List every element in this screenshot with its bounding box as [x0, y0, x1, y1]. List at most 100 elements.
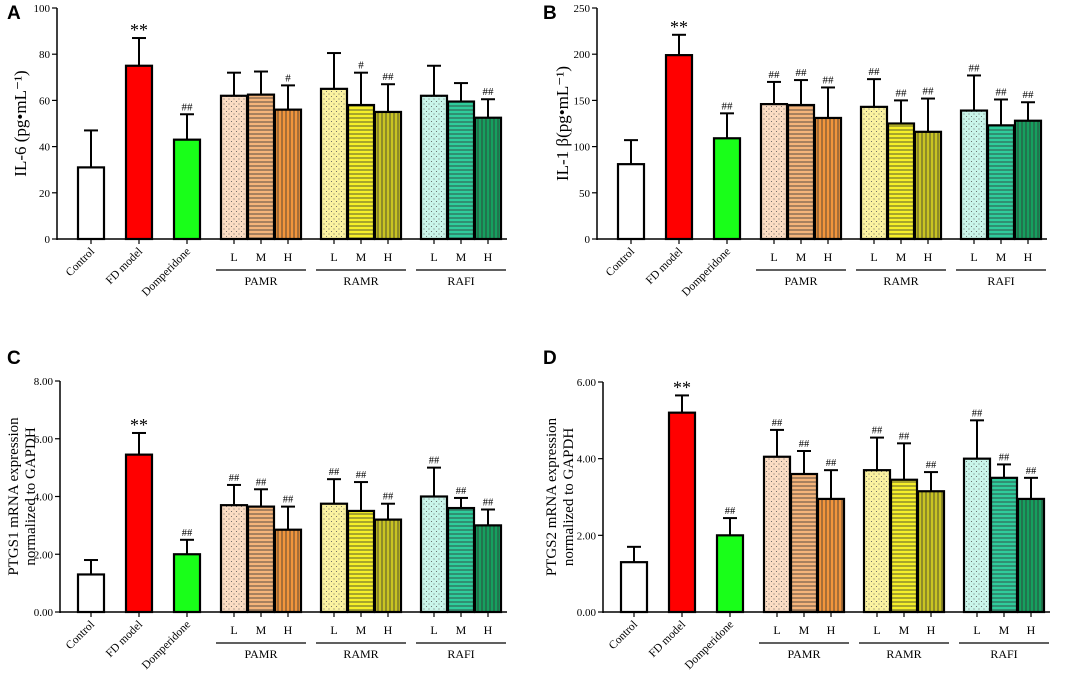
- y-axis-label: PTGS2 mRNA expression: [544, 417, 560, 576]
- category-label: FD model: [647, 619, 688, 660]
- category-label: Control: [607, 619, 640, 652]
- dose-label: L: [970, 250, 977, 264]
- panel-b: B 0 50 100 150 200 250 IL-1 β(pg•mL⁻¹) ** ## ## ## #…: [543, 3, 1047, 299]
- bar: [989, 476, 1019, 614]
- y-axis-label: IL-6 (pg•mL⁻¹): [11, 70, 30, 176]
- bar: [172, 138, 202, 241]
- significance-marker: ##: [996, 86, 1008, 98]
- significance-marker: ##: [823, 74, 835, 86]
- bar: [619, 561, 649, 614]
- y-tick-label: 80: [39, 49, 51, 61]
- significance-marker: ##: [483, 497, 494, 508]
- bar: [962, 457, 992, 614]
- dose-label: H: [484, 623, 493, 637]
- significance-marker: ##: [772, 418, 783, 429]
- bar: [712, 137, 742, 241]
- dose-label: M: [999, 623, 1010, 637]
- significance-marker: #: [358, 60, 364, 72]
- group-label: RAFI: [447, 274, 474, 288]
- significance-marker: ##: [899, 431, 910, 442]
- category-label: Control: [64, 619, 97, 652]
- group-label: RAFI: [447, 647, 474, 661]
- dose-label: M: [799, 623, 810, 637]
- y-tick-label: 2.00: [34, 549, 54, 561]
- dose-label: H: [284, 623, 293, 637]
- bar: [762, 455, 792, 614]
- y-tick-label: 200: [574, 49, 591, 61]
- significance-marker: ##: [1023, 89, 1035, 101]
- category-label: Control: [64, 246, 97, 279]
- bar: [246, 93, 276, 241]
- significance-marker: ##: [799, 439, 810, 450]
- bar: [76, 166, 106, 241]
- dose-label: L: [973, 623, 980, 637]
- bar: [373, 110, 403, 241]
- bar: [816, 497, 846, 614]
- category-label: Domperidone: [140, 619, 193, 672]
- significance-marker: **: [130, 20, 148, 40]
- significance-marker: ##: [383, 492, 394, 503]
- bar: [373, 518, 403, 614]
- significance-marker: ##: [722, 100, 734, 112]
- y-tick-label: 60: [39, 95, 51, 107]
- dose-label: H: [824, 250, 833, 264]
- bar: [446, 506, 476, 614]
- bar: [616, 163, 646, 241]
- dose-label: L: [430, 250, 437, 264]
- significance-marker: ##: [969, 62, 981, 74]
- bar: [419, 495, 449, 614]
- y-axis-label: PTGS1 mRNA expression: [6, 417, 22, 576]
- bar: [172, 553, 202, 614]
- bar: [76, 573, 106, 614]
- bar: [246, 505, 276, 614]
- dose-label: M: [996, 250, 1007, 264]
- significance-marker: ##: [923, 86, 935, 98]
- y-tick-label: 100: [574, 142, 591, 154]
- bar: [813, 116, 843, 241]
- significance-marker: ##: [826, 458, 837, 469]
- dose-label: H: [1024, 250, 1033, 264]
- bar: [913, 130, 943, 241]
- y-tick-label: 2.00: [577, 530, 597, 542]
- dose-label: M: [356, 623, 367, 637]
- dose-label: M: [899, 623, 910, 637]
- dose-label: M: [256, 250, 267, 264]
- category-label: Domperidone: [680, 246, 733, 299]
- bar: [862, 469, 892, 614]
- panel-letter: C: [7, 348, 21, 369]
- significance-marker: ##: [182, 101, 194, 113]
- bar: [446, 100, 476, 241]
- dose-label: H: [384, 623, 393, 637]
- dose-label: H: [1027, 623, 1036, 637]
- category-label: FD model: [644, 246, 685, 287]
- dose-label: M: [456, 623, 467, 637]
- significance-marker: ##: [896, 87, 908, 99]
- panel-letter: D: [543, 348, 557, 369]
- dose-label: H: [927, 623, 936, 637]
- group-label: PAMR: [245, 274, 278, 288]
- category-label: Domperidone: [140, 246, 193, 299]
- y-tick-label: 8.00: [34, 376, 54, 388]
- group-label: PAMR: [785, 274, 818, 288]
- bar: [664, 54, 694, 241]
- bar: [986, 124, 1016, 241]
- category-label: FD model: [104, 619, 145, 660]
- significance-marker: ##: [283, 495, 294, 506]
- bar: [786, 103, 816, 241]
- group-label: RAFI: [987, 274, 1014, 288]
- dose-label: L: [330, 623, 337, 637]
- significance-marker: ##: [456, 486, 467, 497]
- dose-label: H: [284, 250, 293, 264]
- bar: [959, 109, 989, 241]
- dose-label: H: [384, 250, 393, 264]
- y-tick-label: 4.00: [577, 454, 597, 466]
- significance-marker: ##: [725, 506, 736, 517]
- dose-label: L: [770, 250, 777, 264]
- bar: [346, 509, 376, 614]
- y-tick-label: 0.00: [34, 607, 54, 619]
- dose-label: L: [873, 623, 880, 637]
- bar: [319, 502, 349, 614]
- bar: [346, 103, 376, 241]
- y-axis-label: IL-1 β(pg•mL⁻¹): [553, 66, 572, 181]
